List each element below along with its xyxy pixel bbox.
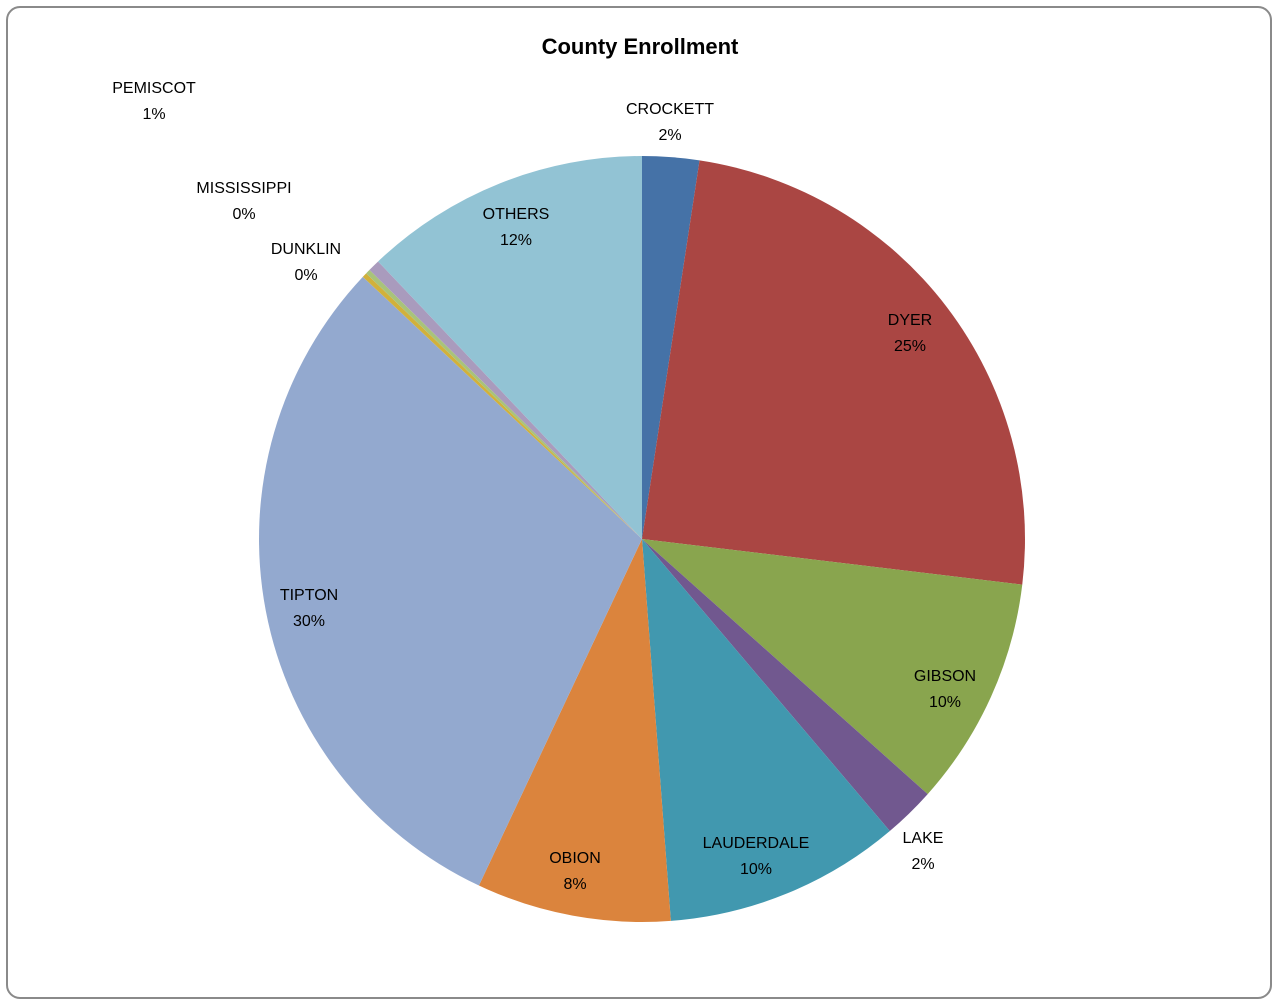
pie-slice-dyer — [642, 160, 1025, 585]
slice-name-label: LAUDERDALE — [703, 835, 810, 852]
slice-percent-label: 8% — [563, 876, 586, 893]
slice-name-label: TIPTON — [280, 587, 338, 604]
slice-name-label: LAKE — [903, 830, 944, 847]
chart-title: County Enrollment — [541, 34, 739, 59]
slice-name-label: DYER — [888, 312, 932, 329]
slice-percent-label: 25% — [894, 338, 926, 355]
pie-label-pemiscot: PEMISCOT 1% — [112, 80, 196, 123]
slice-percent-label: 2% — [911, 856, 934, 873]
slice-percent-label: 12% — [500, 232, 532, 249]
slice-name-label: CROCKETT — [626, 101, 714, 118]
slice-percent-label: 1% — [142, 106, 165, 123]
slice-name-label: GIBSON — [914, 668, 976, 685]
pie-label-lauderdale: LAUDERDALE 10% — [703, 835, 810, 878]
slice-name-label: OBION — [549, 850, 601, 867]
slice-name-label: MISSISSIPPI — [196, 180, 291, 197]
pie-slice-lauderdale — [642, 539, 890, 921]
pie-label-obion: OBION 8% — [549, 850, 601, 893]
pie-label-lake: LAKE 2% — [903, 830, 944, 873]
slice-name-label: PEMISCOT — [112, 80, 196, 97]
pie-slice-lake — [642, 539, 928, 832]
pie-slice-others — [378, 156, 642, 539]
slice-percent-label: 10% — [929, 694, 961, 711]
slice-percent-label: 30% — [293, 613, 325, 630]
pie-slice-obion — [478, 539, 671, 922]
pie-slice-crockett — [642, 156, 700, 539]
pie-slice-dunklin — [362, 273, 642, 539]
pie-label-others: OTHERS 12% — [483, 206, 550, 249]
pie-label-dunklin: DUNKLIN 0% — [271, 241, 341, 284]
pie-slice-pemiscot — [369, 261, 642, 539]
pie-label-mississippi: MISSISSIPPI 0% — [196, 180, 291, 223]
slice-percent-label: 10% — [740, 861, 772, 878]
pie-label-dyer: DYER 25% — [888, 312, 932, 355]
pie-slices — [259, 156, 1025, 922]
pie-label-crockett: CROCKETT 2% — [626, 101, 714, 144]
slice-percent-label: 0% — [294, 267, 317, 284]
pie-slice-tipton — [259, 276, 642, 886]
slice-name-label: DUNKLIN — [271, 241, 341, 258]
slice-name-label: OTHERS — [483, 206, 550, 223]
pie-slice-mississippi — [366, 269, 642, 539]
slice-percent-label: 2% — [658, 127, 681, 144]
slice-percent-label: 0% — [232, 206, 255, 223]
pie-label-gibson: GIBSON 10% — [914, 668, 976, 711]
pie-labels: CROCKETT 2% DYER 25% GIBSON 10% LAKE 2% LAUDERDA… — [112, 80, 976, 893]
pie-slice-gibson — [642, 539, 1023, 795]
pie-label-tipton: TIPTON 30% — [280, 587, 338, 630]
